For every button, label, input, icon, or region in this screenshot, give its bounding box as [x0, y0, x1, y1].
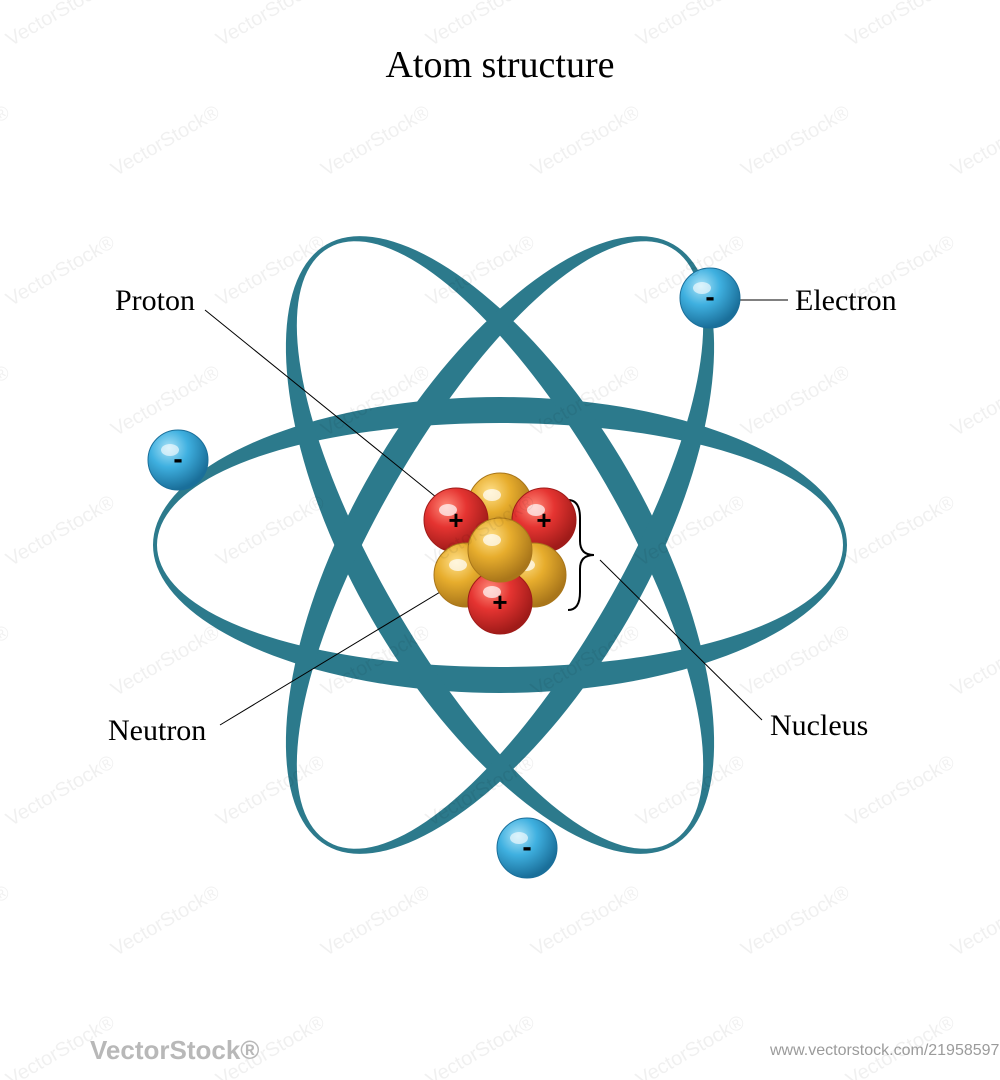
label-electron: Electron — [795, 284, 897, 318]
vectorstock-logo: VectorStock® — [90, 1035, 259, 1066]
title: Atom structure — [0, 43, 1000, 87]
svg-text:-: - — [705, 281, 714, 312]
label-nucleus: Nucleus — [770, 709, 868, 743]
diagram-svg: + + + - - - — [0, 0, 1000, 1080]
svg-text:+: + — [492, 587, 507, 617]
label-neutron: Neutron — [108, 714, 206, 748]
leader-neutron — [220, 580, 460, 725]
atom-diagram: +++--- VectorStock®VectorStock®VectorSto… — [0, 0, 1000, 1080]
neutron — [468, 518, 532, 582]
svg-text:+: + — [448, 505, 463, 535]
svg-text:-: - — [173, 443, 182, 474]
electron: - — [497, 818, 557, 878]
svg-text:+: + — [536, 505, 551, 535]
svg-text:-: - — [522, 831, 531, 862]
electron: - — [680, 268, 740, 328]
label-proton: Proton — [115, 284, 195, 318]
electron: - — [148, 430, 208, 490]
watermark-url: www.vectorstock.com/21958597 — [770, 1042, 999, 1060]
